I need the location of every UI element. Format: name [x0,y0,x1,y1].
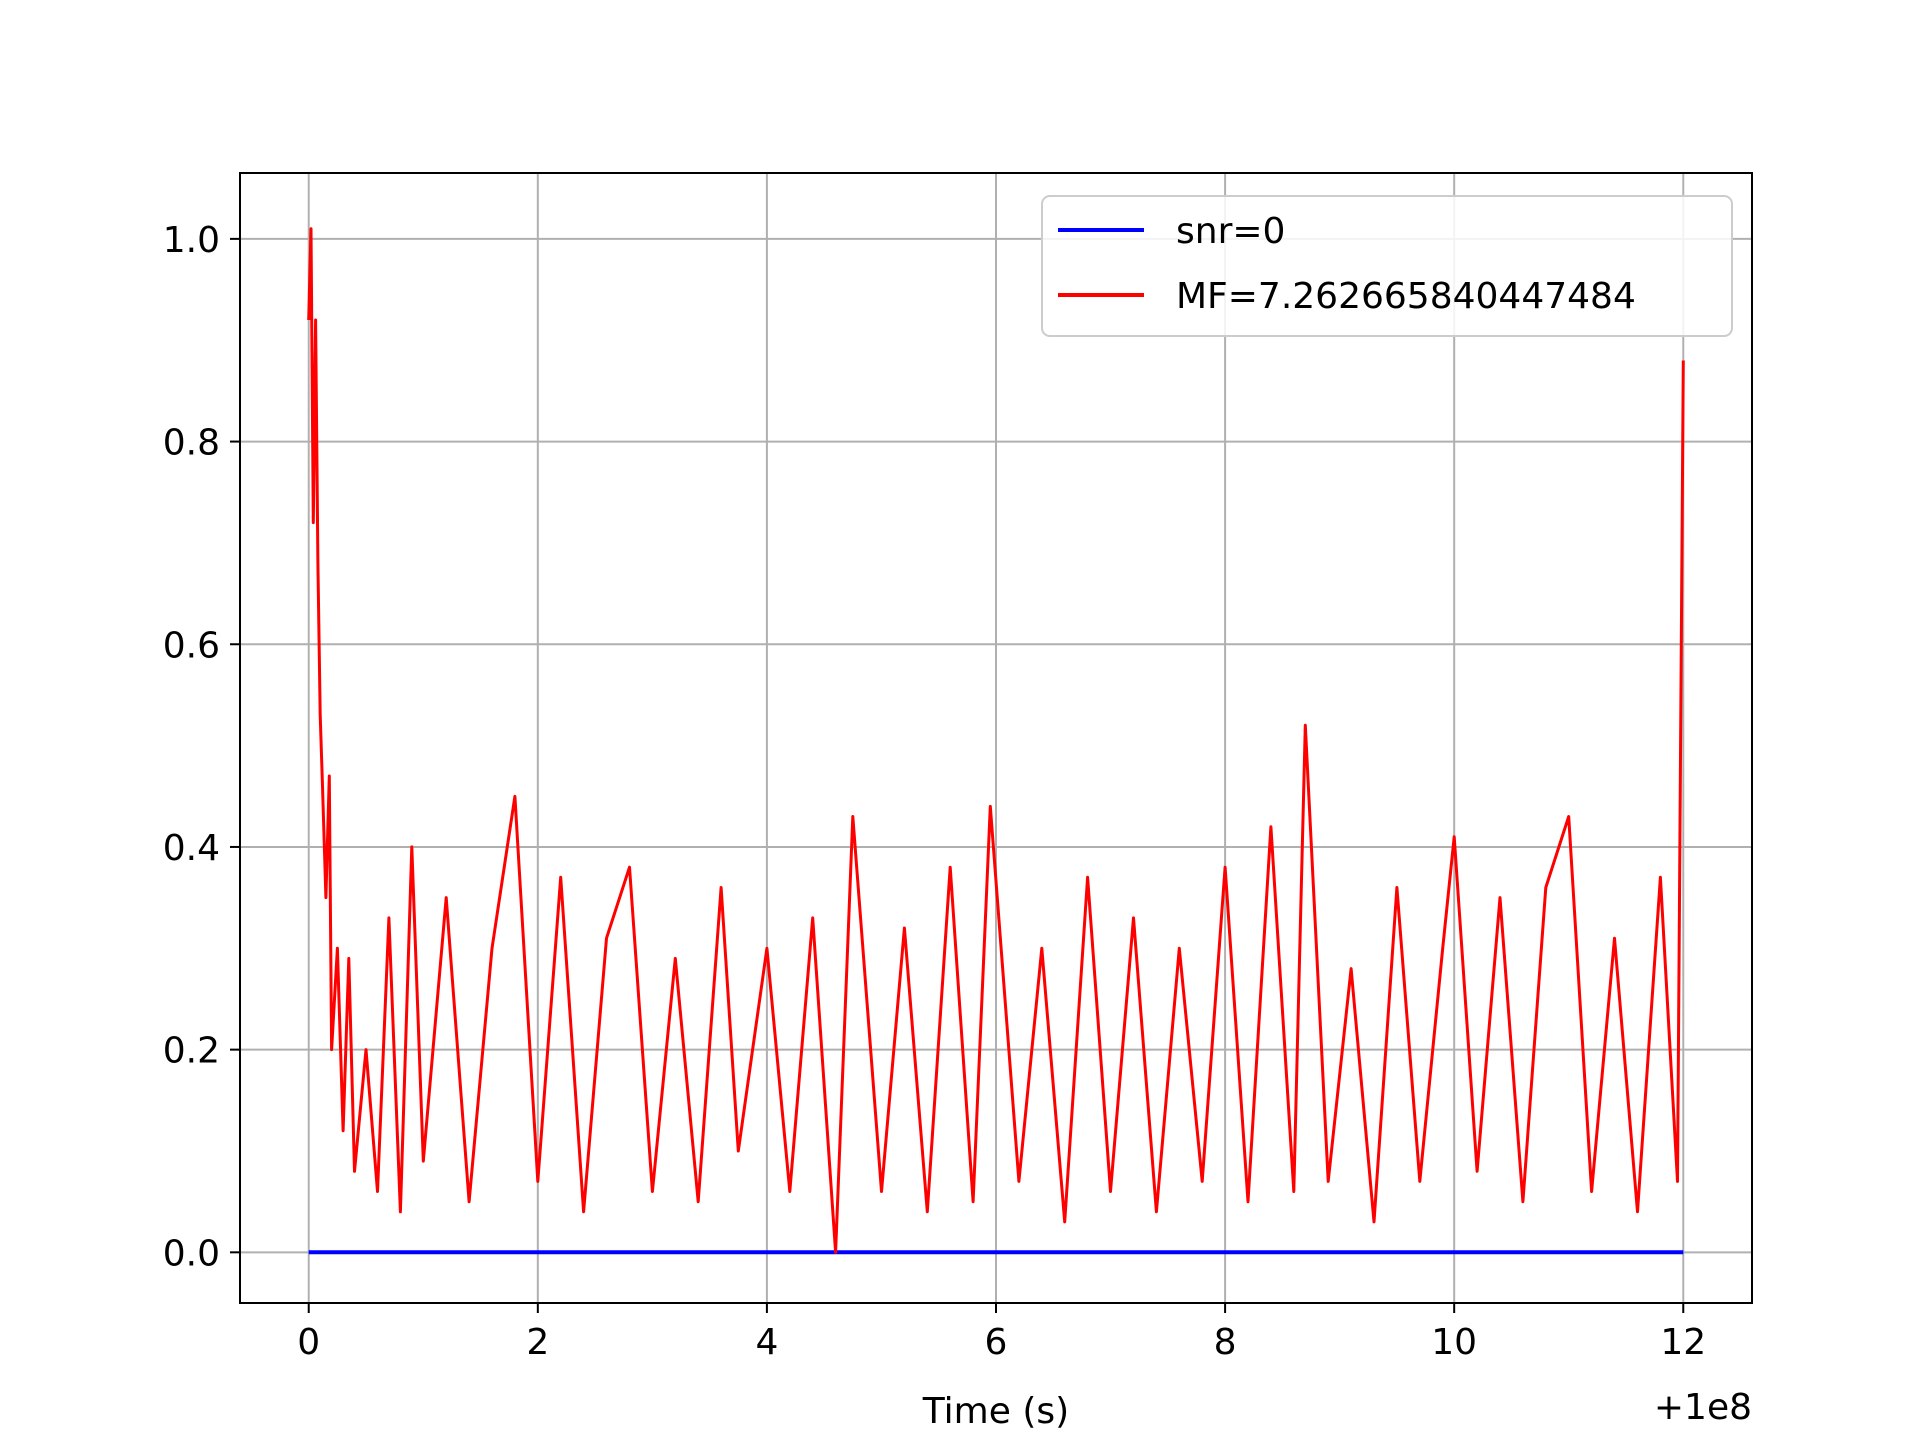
x-tick-label: 12 [1660,1322,1706,1363]
y-tick-label: 0.4 [163,828,220,869]
y-tick-label: 0.2 [163,1031,220,1072]
series-layer [307,227,1685,1255]
ticks: 0 2 4 6 8 10 12 0.0 0.2 0.4 0.6 0.8 1.0 [163,220,1706,1363]
series-line-mf [307,227,1685,1254]
legend-label-snr: snr=0 [1176,211,1285,252]
x-tick-label: 10 [1431,1322,1477,1363]
x-tick-label: 0 [297,1322,320,1363]
x-offset-label: +1e8 [1654,1387,1752,1428]
y-tick-label: 0.0 [163,1233,220,1274]
x-tick-label: 8 [1214,1322,1237,1363]
y-tick-label: 0.8 [163,423,220,464]
legend: snr=0 MF=7.262665840447484 [1041,195,1733,337]
x-axis-label: Time (s) [922,1391,1069,1432]
legend-label-mf: MF=7.262665840447484 [1176,276,1636,317]
x-tick-label: 2 [526,1322,549,1363]
legend-box [1041,195,1733,337]
x-tick-label: 4 [755,1322,778,1363]
y-tick-label: 0.6 [163,625,220,666]
y-tick-label: 1.0 [163,220,220,261]
x-tick-label: 6 [985,1322,1008,1363]
